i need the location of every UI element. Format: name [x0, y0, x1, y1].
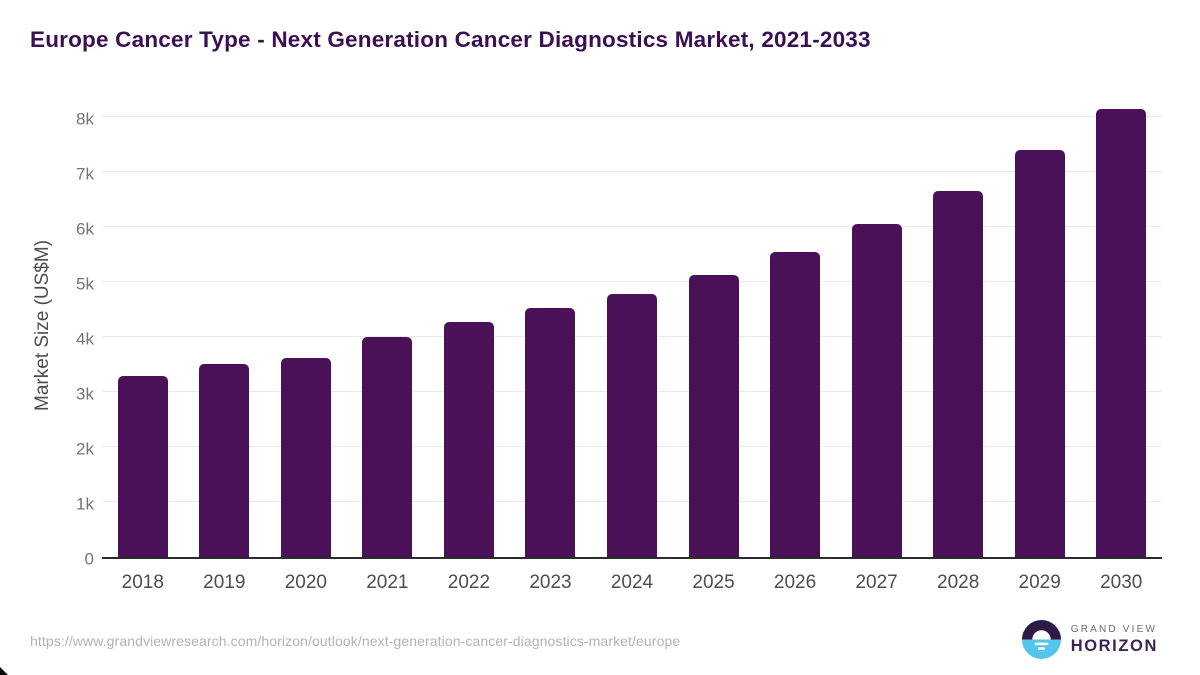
bar-2027[interactable]	[851, 224, 902, 557]
logo-wordmark: GRAND VIEW HORIZON	[1071, 624, 1158, 656]
y-tick-4k: 4k	[76, 329, 94, 349]
x-axis-labels: 2018 2019 2020 2021 2022 2023 2024 2025 2026 2027…	[102, 568, 1162, 600]
y-tick-8k: 8k	[76, 109, 94, 129]
bar-2026[interactable]	[770, 251, 821, 557]
gridline-7k	[102, 171, 1162, 173]
source-url-link[interactable]: https://www.grandviewresearch.com/horizo…	[30, 633, 681, 649]
bar-2021[interactable]	[362, 336, 413, 557]
bar-2028[interactable]	[933, 190, 984, 557]
y-tick-7k: 7k	[76, 164, 94, 184]
x-tick-2021: 2021	[366, 572, 409, 593]
y-axis-ticks: 0 1k 2k 3k 4k 5k 6k 7k 8k	[0, 92, 94, 568]
x-tick-2028: 2028	[937, 572, 980, 593]
x-tick-2029: 2029	[1018, 572, 1061, 593]
x-tick-2024: 2024	[610, 572, 654, 593]
corner-mark	[0, 667, 8, 675]
bar-2025[interactable]	[688, 275, 739, 557]
horizon-sun-icon	[1021, 620, 1061, 659]
bar-2020[interactable]	[280, 358, 331, 557]
gridline-6k	[102, 226, 1162, 228]
x-tick-2025: 2025	[692, 572, 735, 593]
bar-2023[interactable]	[525, 308, 576, 557]
x-tick-2023: 2023	[529, 572, 572, 593]
plot-area	[102, 92, 1162, 559]
gridline-8k	[102, 116, 1162, 118]
chart-title: Europe Cancer Type - Next Generation Can…	[30, 27, 871, 52]
y-tick-3k: 3k	[76, 384, 94, 404]
bar-2019[interactable]	[199, 363, 250, 557]
x-tick-2027: 2027	[855, 572, 898, 593]
logo-product-line: HORIZON	[1070, 636, 1158, 655]
bar-2022[interactable]	[443, 321, 494, 557]
x-tick-2019: 2019	[203, 572, 246, 593]
y-tick-6k: 6k	[76, 219, 94, 239]
y-tick-0: 0	[84, 549, 94, 569]
gridline-5k	[102, 281, 1162, 283]
x-tick-2026: 2026	[773, 572, 817, 593]
x-tick-2020: 2020	[284, 572, 327, 593]
grand-view-horizon-logo[interactable]: GRAND VIEW HORIZON	[1021, 620, 1158, 659]
logo-brand-line: GRAND VIEW	[1070, 623, 1158, 635]
bar-2018[interactable]	[117, 375, 168, 557]
x-tick-2022: 2022	[447, 572, 491, 593]
y-tick-5k: 5k	[76, 274, 94, 294]
x-tick-2018: 2018	[121, 572, 164, 593]
bar-2030[interactable]	[1096, 108, 1147, 557]
y-tick-1k: 1k	[76, 494, 94, 514]
y-tick-2k: 2k	[76, 439, 94, 459]
bar-2024[interactable]	[607, 294, 657, 557]
x-tick-2030: 2030	[1100, 572, 1143, 593]
bar-2029[interactable]	[1014, 150, 1065, 557]
